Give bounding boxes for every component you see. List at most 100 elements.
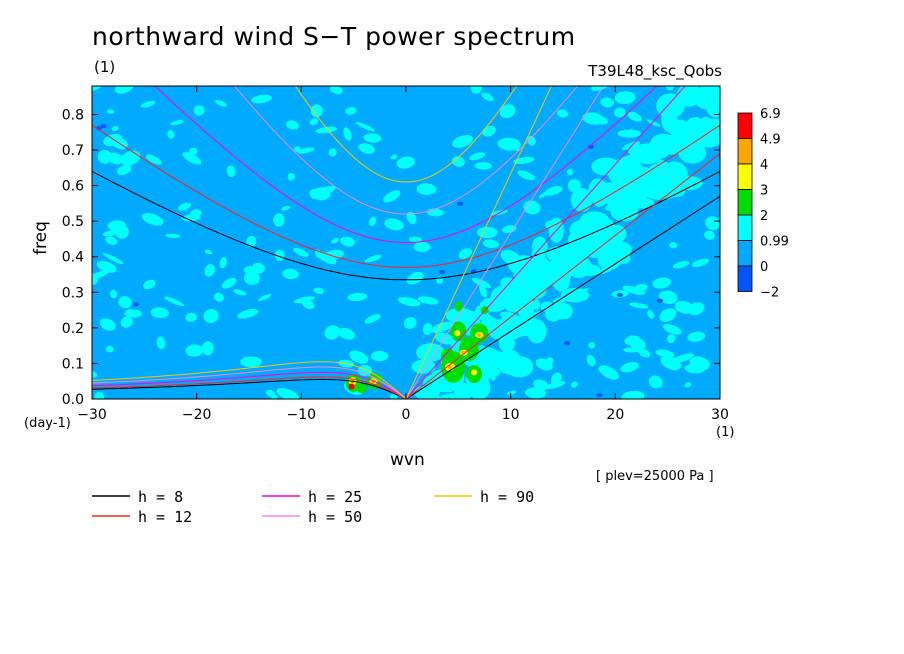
colorbar-swatch <box>737 138 753 165</box>
plot-area <box>92 86 720 417</box>
contour-patch <box>324 325 341 340</box>
kelvin-line-h50 <box>405 86 604 399</box>
contour-patch <box>408 236 422 243</box>
contour-patch <box>416 183 437 195</box>
ridge-patch <box>453 382 472 399</box>
contour-patch <box>309 188 320 200</box>
contour-patch <box>356 121 376 132</box>
contour-patch <box>370 350 389 362</box>
contour-patch <box>614 91 636 105</box>
colorbar-swatch <box>737 163 753 190</box>
contour-patch <box>557 109 569 118</box>
contour-patch <box>343 127 352 141</box>
contour-patch <box>383 190 401 203</box>
ridge-patch <box>707 102 720 118</box>
contour-patch <box>170 119 184 126</box>
contour-patch <box>167 130 175 139</box>
ridge-patch <box>555 251 583 262</box>
contour-patch <box>672 261 690 269</box>
contour-patch <box>535 358 553 371</box>
contour-patch <box>598 365 620 380</box>
ridge-patch <box>578 211 611 235</box>
rossby-curve-h50 <box>92 366 407 399</box>
level-note: [ plev=25000 Pa ] <box>596 469 714 484</box>
contour-patch <box>691 258 710 268</box>
contour-patch <box>251 94 272 104</box>
ridge-patch <box>650 133 677 151</box>
y-tick-label: 0.2 <box>62 321 84 337</box>
ridge-patch <box>661 107 678 133</box>
contour-patch <box>221 277 237 289</box>
contour-patch <box>451 156 465 167</box>
contour-patch <box>201 341 214 356</box>
contour-patch <box>586 354 596 367</box>
ridge-patch <box>523 272 556 289</box>
contour-patch <box>614 107 626 118</box>
rossby-curve-h12 <box>92 376 407 399</box>
contour-patch <box>276 387 300 399</box>
contour-patch <box>329 86 343 95</box>
contour-patch <box>527 135 536 146</box>
y-tick-label: 0.0 <box>62 392 84 408</box>
contour-patch <box>331 238 339 244</box>
contour-patch <box>347 292 368 301</box>
contour-patch <box>94 391 105 399</box>
ridge-patch <box>576 264 601 276</box>
contour-patch <box>390 393 398 399</box>
contour-patch <box>117 164 132 176</box>
contour-patch <box>340 236 355 247</box>
contour-patch <box>479 284 488 298</box>
legend-label: h = 12 <box>138 508 192 526</box>
colorbar-swatch <box>737 214 753 241</box>
y-tick-label: 0.6 <box>62 179 84 195</box>
contour-patch <box>92 270 109 281</box>
ridge-patch <box>438 407 462 417</box>
contour-patch <box>499 104 516 119</box>
contour-patch <box>287 173 296 181</box>
contour-patch <box>622 285 646 295</box>
contour-patch <box>203 308 219 324</box>
ridge-patch <box>411 359 436 374</box>
colorbar-swatch <box>737 189 753 216</box>
colorbar-label: −2 <box>760 286 779 301</box>
contour-patch <box>596 393 603 398</box>
contour-patch <box>357 365 373 377</box>
contour-patch <box>156 336 166 350</box>
contour-patch <box>185 344 204 357</box>
contour-patch <box>617 129 642 138</box>
kelvin-line-h25 <box>405 86 686 399</box>
contour-patch <box>100 124 107 129</box>
y-axis-unit: (day-1) <box>24 416 71 431</box>
contour-patch <box>481 92 494 102</box>
y-tick-label: 0.8 <box>62 107 84 123</box>
contour-patch <box>150 307 169 319</box>
dispersion-curves <box>92 86 720 399</box>
colorbar-label: 0.99 <box>760 235 789 250</box>
contour-patch <box>124 309 142 318</box>
contour-patch <box>310 104 323 118</box>
kelvin-line-h90 <box>405 86 552 399</box>
contour-patch <box>390 154 398 160</box>
ridge-patch <box>632 143 663 165</box>
contour-patch <box>397 297 421 307</box>
contour-patch <box>483 239 499 249</box>
colorbar-label: 3 <box>760 184 768 199</box>
peak-orange <box>477 332 482 337</box>
contour-patch <box>431 321 453 333</box>
ridge-patch <box>524 264 554 276</box>
contour-patch <box>623 347 641 353</box>
contour-patch <box>647 310 655 319</box>
ridge-patch <box>547 302 573 320</box>
contour-patch <box>233 289 247 296</box>
contour-patch <box>105 345 114 353</box>
contour-patch <box>451 135 474 148</box>
x-tick-label: 30 <box>711 407 729 423</box>
contour-patch <box>204 249 213 255</box>
contour-patch <box>143 279 156 290</box>
ridge-patch <box>516 295 535 319</box>
peak-green <box>357 383 368 394</box>
contour-patch <box>364 254 382 263</box>
contour-patch <box>406 211 417 225</box>
contour-patch <box>105 236 118 245</box>
